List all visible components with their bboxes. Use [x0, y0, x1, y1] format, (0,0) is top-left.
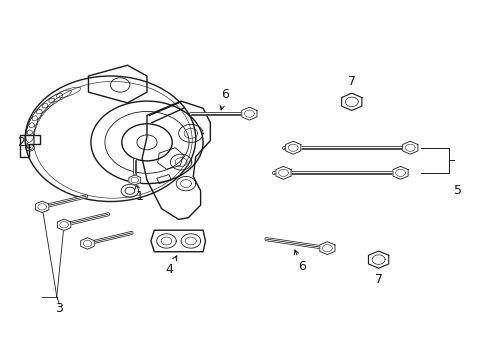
Polygon shape: [241, 107, 257, 120]
Polygon shape: [392, 166, 407, 179]
Text: 2: 2: [17, 136, 30, 149]
Polygon shape: [35, 201, 49, 213]
Text: 7: 7: [374, 264, 382, 286]
Polygon shape: [57, 219, 71, 230]
Text: 5: 5: [453, 184, 461, 197]
Polygon shape: [367, 251, 388, 268]
Polygon shape: [402, 141, 417, 154]
Polygon shape: [275, 166, 290, 179]
Text: 6: 6: [220, 88, 228, 110]
Polygon shape: [129, 175, 141, 185]
Text: 6: 6: [294, 250, 305, 273]
Text: 4: 4: [164, 256, 176, 276]
Polygon shape: [341, 93, 361, 111]
Polygon shape: [81, 238, 94, 249]
Polygon shape: [319, 242, 334, 255]
Text: 3: 3: [55, 302, 63, 315]
Text: 7: 7: [347, 75, 355, 98]
Polygon shape: [285, 141, 300, 154]
Text: 1: 1: [135, 184, 143, 203]
